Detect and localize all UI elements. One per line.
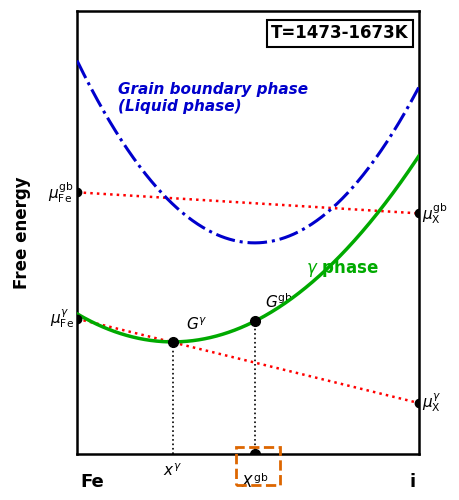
- Text: Grain boundary phase
(Liquid phase): Grain boundary phase (Liquid phase): [118, 82, 308, 114]
- Text: $X^{\rm gb}$: $X^{\rm gb}$: [241, 472, 269, 491]
- Text: Free energy: Free energy: [13, 176, 31, 288]
- Text: $\gamma$ phase: $\gamma$ phase: [306, 256, 379, 278]
- Bar: [236, 447, 280, 485]
- Text: $G^{\gamma}$: $G^{\gamma}$: [186, 317, 208, 334]
- Text: $\mu_{\rm Fe}^{\rm gb}$: $\mu_{\rm Fe}^{\rm gb}$: [48, 180, 73, 204]
- Text: $\mu_{\rm X}^{\gamma}$: $\mu_{\rm X}^{\gamma}$: [422, 392, 442, 414]
- Text: $x^{\gamma}$: $x^{\gamma}$: [163, 462, 182, 478]
- Text: $\mu_{\rm X}^{\rm gb}$: $\mu_{\rm X}^{\rm gb}$: [422, 201, 448, 226]
- Text: T=1473-1673K: T=1473-1673K: [271, 24, 409, 42]
- Text: i: i: [409, 474, 415, 492]
- Text: Fe: Fe: [80, 474, 104, 492]
- Text: $\mu_{\rm Fe}^{\gamma}$: $\mu_{\rm Fe}^{\gamma}$: [50, 308, 73, 330]
- Text: $G^{\rm gb}$: $G^{\rm gb}$: [265, 292, 293, 310]
